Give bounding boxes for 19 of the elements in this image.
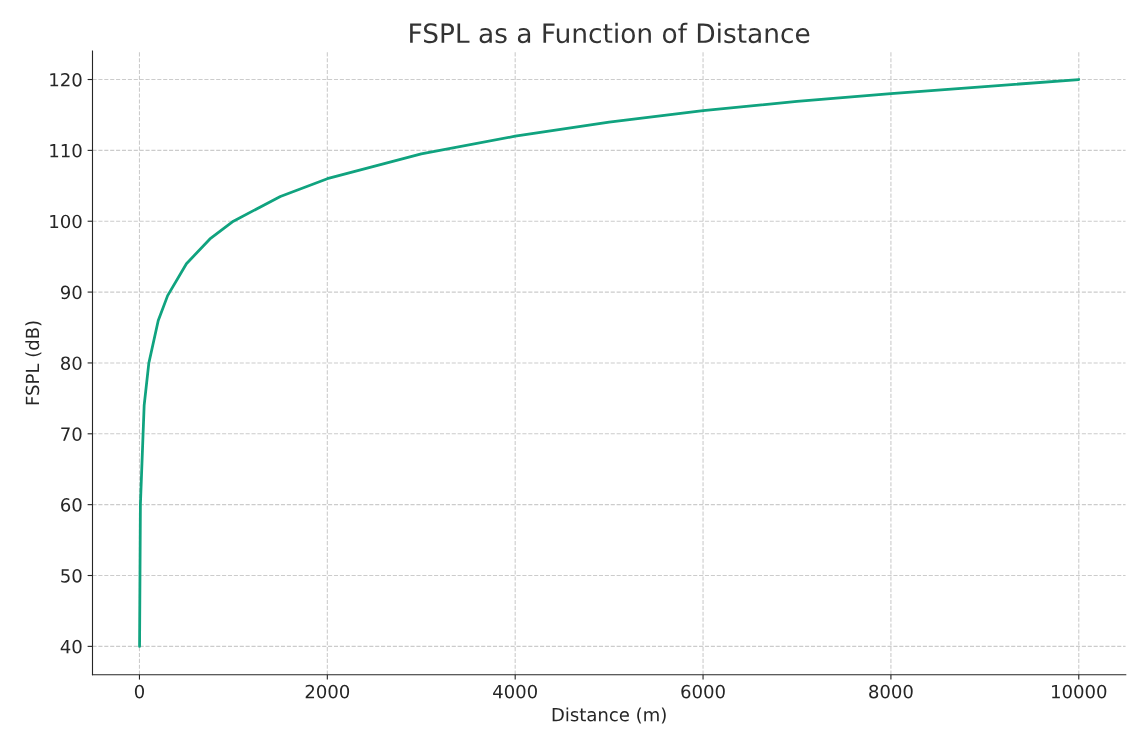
y-tick-label: 120 xyxy=(50,72,82,87)
y-tick-label: 60 xyxy=(61,498,82,512)
x-tick-label: 8000 xyxy=(869,684,913,699)
x-tick-label: 10000 xyxy=(1052,684,1107,699)
y-tick-label: 70 xyxy=(61,427,82,441)
y-tick-label: 110 xyxy=(50,143,82,158)
x-axis-title: Distance (m) xyxy=(552,707,666,724)
x-tick-label: 6000 xyxy=(681,684,725,699)
y-tick-label: 50 xyxy=(61,568,82,583)
x-tick-label: 4000 xyxy=(493,684,537,699)
x-tick-label: 2000 xyxy=(305,684,350,699)
chart-title: FSPL as a Function of Distance xyxy=(410,22,810,44)
y-tick-label: 100 xyxy=(50,214,82,229)
y-tick-label: 80 xyxy=(61,356,82,371)
y-tick-label: 90 xyxy=(60,285,82,300)
line-series xyxy=(138,78,1081,648)
y-axis-title: FSPL (dB) xyxy=(25,321,42,405)
x-tick-label: 0 xyxy=(134,684,145,699)
y-tick-label: 40 xyxy=(60,639,82,654)
